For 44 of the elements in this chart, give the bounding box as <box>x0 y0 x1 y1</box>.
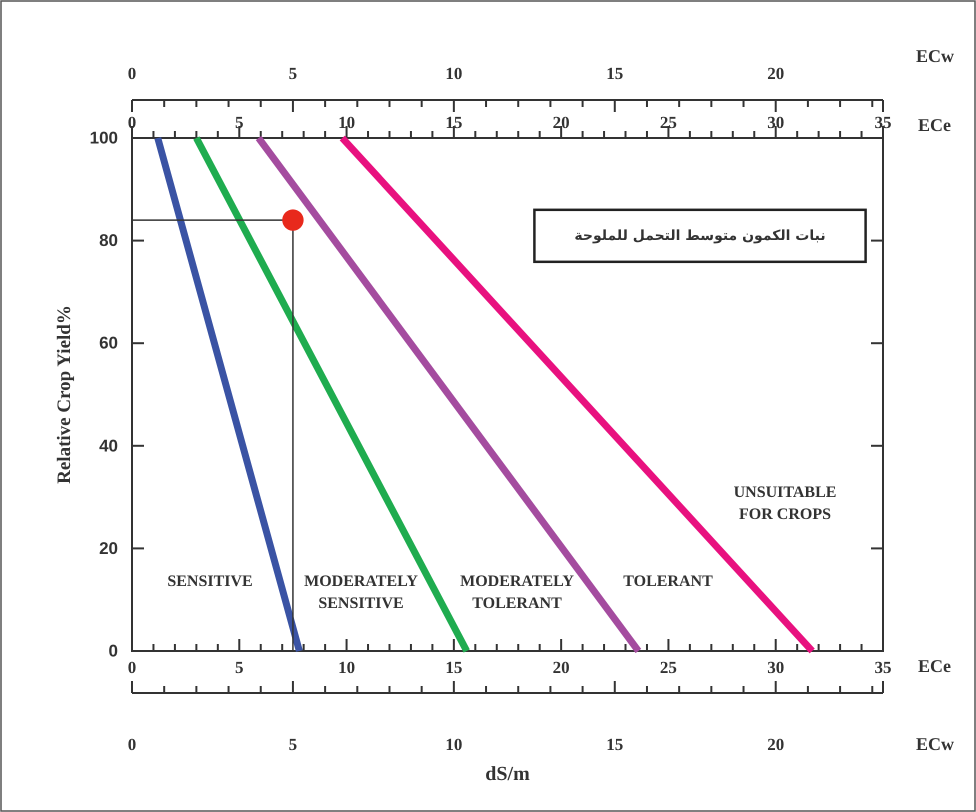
x2-tick-label: 35 <box>874 658 892 678</box>
x2-tick-label: 0 <box>128 658 136 678</box>
x-tick-label: 10 <box>338 113 356 132</box>
text: 15 <box>606 735 624 754</box>
x2-axis-title: ECe <box>918 115 952 135</box>
text: dS/m <box>485 763 530 785</box>
x-tick-label: 25 <box>660 113 677 132</box>
y-tick-label: 60 <box>99 334 118 353</box>
text: 0 <box>128 64 136 83</box>
text: 5 <box>288 64 298 83</box>
text: 15 <box>606 64 624 83</box>
annotation: MODERATELY TOLERANT <box>460 573 574 612</box>
y-tick-label: 100 <box>90 128 118 148</box>
x-tick-label: 30 <box>767 113 784 132</box>
x-axis-title: ECe <box>918 656 952 676</box>
text: 20 <box>767 64 784 83</box>
x2-tick-label: 25 <box>660 658 677 678</box>
annotation: UNSUITABLE FOR CROPS <box>734 484 836 523</box>
text: 0 <box>128 735 136 754</box>
x2-tick-label: 30 <box>767 658 784 678</box>
text: 10 <box>445 64 462 83</box>
x-tick-label: 15 <box>445 113 462 132</box>
annotation: TOLERANT <box>623 573 714 590</box>
text: 10 <box>445 735 462 754</box>
x-tick-label: 5 <box>235 113 244 132</box>
x2-tick-label: 10 <box>338 658 356 678</box>
y-tick-label: 0 <box>108 641 118 660</box>
text: ECw <box>916 734 954 754</box>
x2-tick-label: 20 <box>552 658 570 678</box>
y-tick-label: 80 <box>99 231 118 250</box>
y-tick-label: 20 <box>99 538 118 558</box>
x2-tick-label: 15 <box>445 658 462 678</box>
annotation: نبات الكمون متوسط التحمل للملوحة <box>574 228 826 244</box>
text: ECw <box>916 46 954 66</box>
y-tick-label: 40 <box>99 436 118 456</box>
x-tick-label: 20 <box>552 113 570 132</box>
annotation: SENSITIVE <box>167 573 253 590</box>
text: 20 <box>767 735 784 754</box>
x-tick-label: 35 <box>874 113 892 132</box>
text: 5 <box>288 735 298 754</box>
y-axis-title: Relative Crop Yield% <box>54 305 75 484</box>
x2-tick-label: 5 <box>235 658 244 678</box>
annotation: MODERATELY SENSITIVE <box>304 573 418 612</box>
x-tick-label: 0 <box>128 113 136 132</box>
